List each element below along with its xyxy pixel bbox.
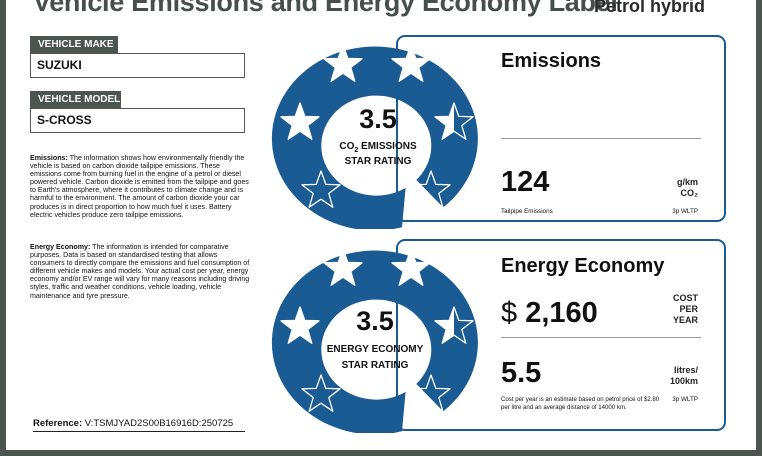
reference-value: V:TSMJYAD2S00B16916D:250725 xyxy=(84,418,234,429)
economy-star-4 xyxy=(434,306,474,344)
economy-cost: $ 2,160 xyxy=(501,297,598,330)
emissions-unit-line2: CO₂ xyxy=(680,188,699,198)
emissions-rating-badge: 3.5 CO2 EMISSIONS STAR RATING xyxy=(271,44,478,229)
co2-suffix: EMISSIONS xyxy=(358,141,417,152)
economy-panel-title: Energy Economy xyxy=(501,255,665,277)
co2-subscript: 2 xyxy=(354,147,358,154)
emissions-panel-title: Emissions xyxy=(501,50,602,72)
co2-prefix: CO xyxy=(339,141,354,152)
economy-divider xyxy=(501,337,701,338)
emissions-info-text: The information shows how environmentall… xyxy=(30,154,249,219)
economy-star-2 xyxy=(391,248,431,286)
vehicle-model-label: VEHICLE MODEL xyxy=(30,91,121,108)
economy-star-5 xyxy=(301,374,341,412)
label-title: Vehicle Emissions and Energy Economy Lab… xyxy=(33,0,618,17)
consumption-unit-line1: litres/ xyxy=(673,365,698,375)
emissions-footer-right: 3p WLTP xyxy=(672,208,698,215)
emissions-star-6 xyxy=(411,170,451,208)
consumption-unit: litres/100km xyxy=(670,365,698,387)
economy-rating-badge: 3.5 ENERGY ECONOMY STAR RATING xyxy=(271,248,478,433)
emissions-star-value: 3.5 xyxy=(359,104,397,134)
economy-star-4-partial-fill xyxy=(435,307,454,344)
emissions-star-3 xyxy=(280,102,320,140)
cost-unit: COST PER YEAR xyxy=(673,293,698,326)
emissions-star-1 xyxy=(323,44,363,82)
economy-info-text: The information is intended for comparat… xyxy=(30,243,250,300)
consumption-unit-line2: 100km xyxy=(669,376,698,386)
emissions-star-5 xyxy=(301,170,341,208)
economy-rating-line1: ENERGY ECONOMY xyxy=(327,344,424,355)
economy-footer-right: 3p WLTP xyxy=(672,396,698,403)
emissions-footer-left: Tailpipe Emissions xyxy=(501,208,553,215)
cost-unit-line1: COST xyxy=(672,293,698,303)
reference: Reference: V:TSMJYAD2S00B16916D:250725 xyxy=(33,418,233,429)
emissions-info: Emissions: The information shows how env… xyxy=(30,154,252,219)
emissions-info-heading: Emissions: xyxy=(30,154,68,162)
emissions-rating-line1: CO2 EMISSIONS xyxy=(339,141,417,154)
vehicle-make-value: SUZUKI xyxy=(30,53,245,78)
emissions-unit: g/km CO₂ xyxy=(677,177,698,199)
economy-star-1 xyxy=(323,248,363,286)
consumption-value: 5.5 xyxy=(501,357,542,389)
emissions-star-4-partial-fill xyxy=(435,103,454,140)
reference-underline xyxy=(33,431,245,432)
economy-footnote: Cost per year is an estimate based on pe… xyxy=(501,396,660,411)
cost-value: 2,160 xyxy=(525,297,598,329)
economy-rating-line2: STAR RATING xyxy=(342,360,409,371)
cost-unit-line2: PER xyxy=(679,304,698,314)
economy-star-group xyxy=(280,248,474,412)
economy-info-heading: Energy Economy: xyxy=(30,243,91,251)
currency-symbol: $ xyxy=(501,297,518,329)
fuel-type: Petrol hybrid xyxy=(594,0,706,16)
vehicle-model-value: S-CROSS xyxy=(30,108,245,133)
emissions-star-2 xyxy=(391,44,431,82)
economy-info: Energy Economy: The information is inten… xyxy=(30,243,252,300)
economy-star-6 xyxy=(411,374,451,412)
cost-unit-line3: YEAR xyxy=(672,315,698,325)
emissions-rating-ring xyxy=(271,46,478,229)
vehicle-make-label: VEHICLE MAKE xyxy=(30,36,118,53)
emissions-unit-line1: g/km xyxy=(676,177,698,187)
emissions-value: 124 xyxy=(501,166,550,198)
reference-label: Reference: xyxy=(33,418,83,429)
economy-rating-ring xyxy=(271,250,478,433)
emissions-rating-line2: STAR RATING xyxy=(345,156,412,167)
emissions-divider xyxy=(501,138,701,139)
economy-star-value: 3.5 xyxy=(356,306,394,336)
emissions-star-group xyxy=(280,44,474,208)
economy-star-3 xyxy=(280,306,320,344)
